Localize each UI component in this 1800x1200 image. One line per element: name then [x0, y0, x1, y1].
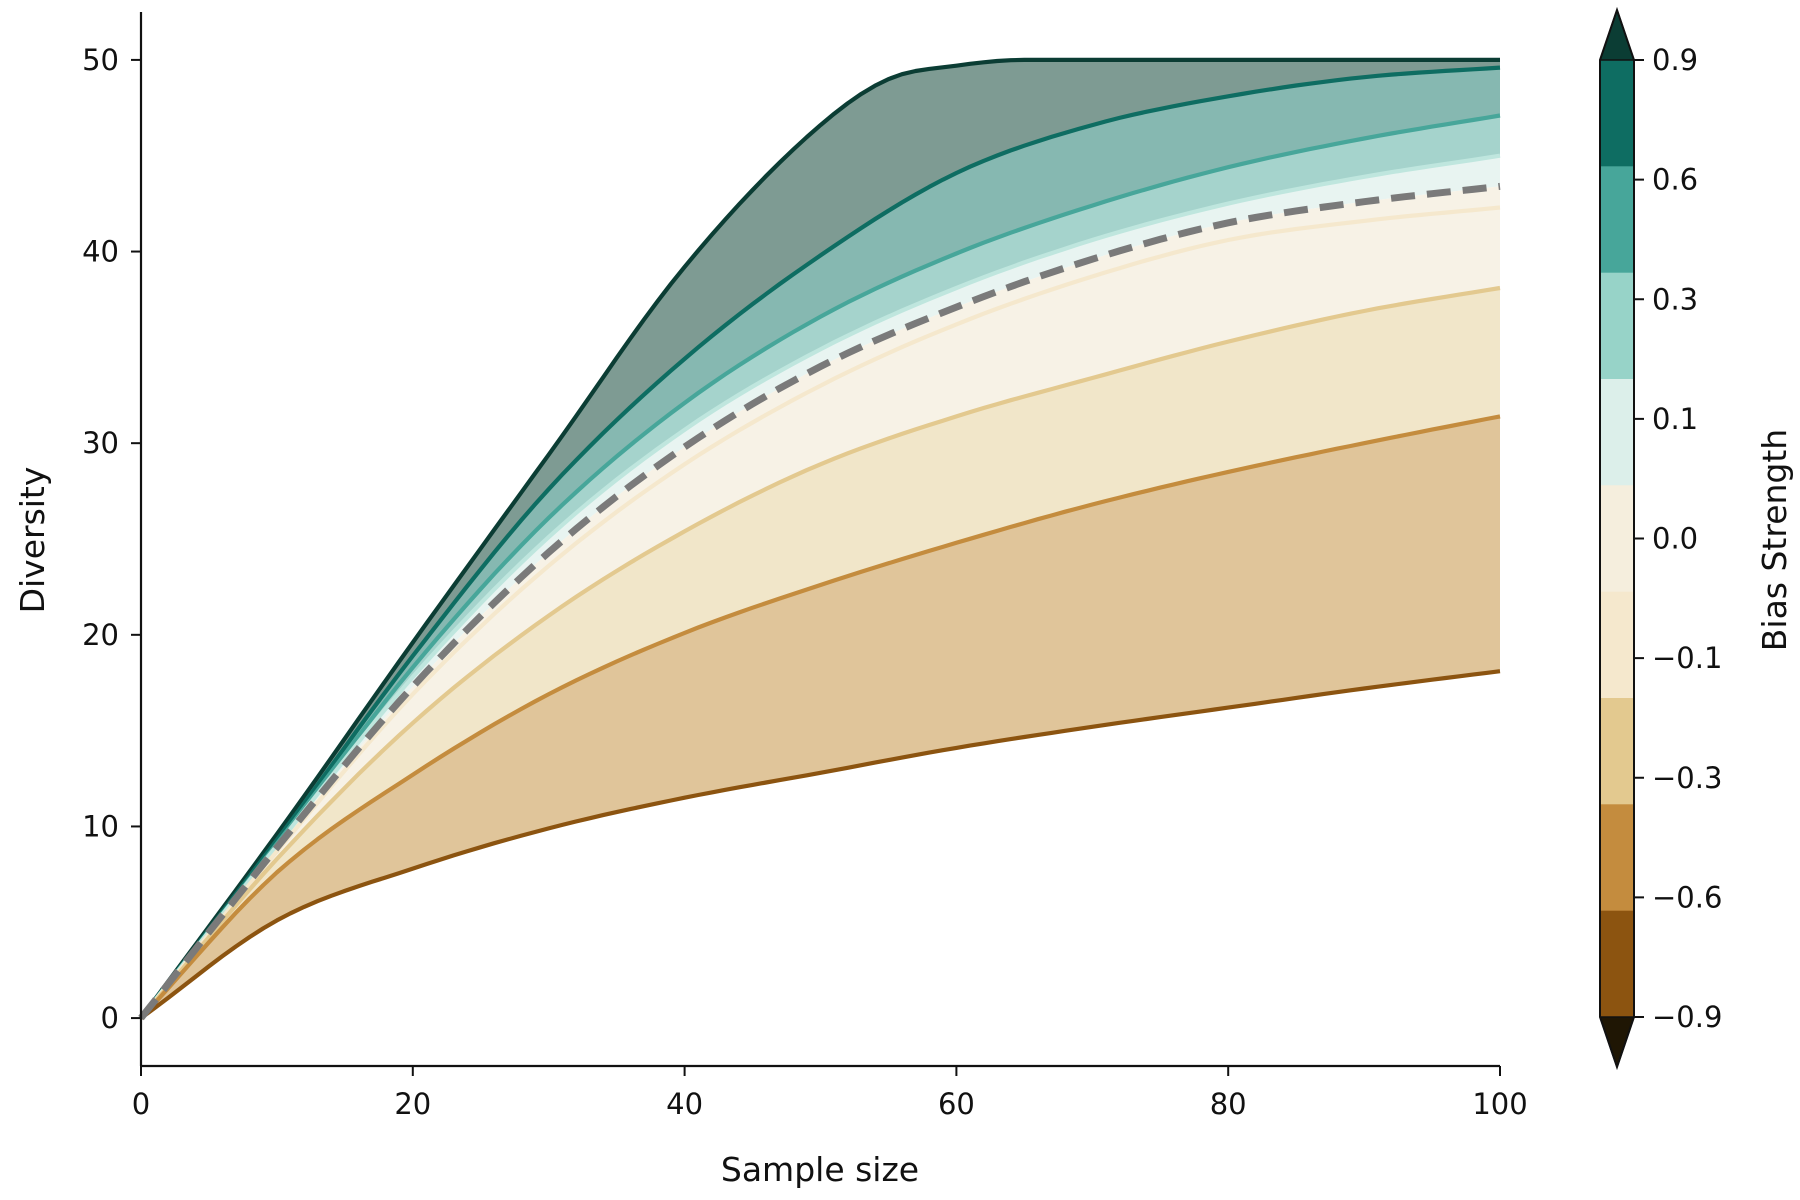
- colorbar-segment: [1600, 804, 1634, 912]
- y-tick-label: 10: [82, 809, 119, 843]
- series-line-1: [139, 65, 1501, 1020]
- colorbar-segment: [1600, 272, 1634, 380]
- band-0: [141, 59, 1500, 1019]
- x-tick-label: 0: [132, 1087, 150, 1121]
- colorbar-segment: [1600, 591, 1634, 699]
- y-tick-label: 50: [82, 43, 119, 77]
- colorbar-segment: [1600, 698, 1634, 805]
- colorbar-segment: [1600, 60, 1634, 167]
- x-tick-label: 80: [1210, 1087, 1247, 1121]
- colorbar: 0.9 0.6 0.3 0.1 0.0 −0.1 −0.3 −0.6 −0.9: [1598, 6, 1722, 1071]
- band-6: [141, 288, 1500, 1019]
- axes: [139, 12, 1500, 1068]
- series-line-7: [139, 669, 1501, 1020]
- colorbar-segment: [1600, 166, 1634, 274]
- series-line-2: [139, 113, 1501, 1020]
- colorbar-tick-label: 0.0: [1652, 522, 1698, 556]
- x-tick-label: 60: [938, 1087, 975, 1121]
- baseline-line: [138, 182, 1501, 1021]
- colorbar-tick-label: 0.3: [1652, 282, 1698, 316]
- colorbar-segment: [1600, 485, 1634, 593]
- colorbar-extend-top: [1598, 7, 1636, 61]
- x-tick-label: 100: [1472, 1087, 1527, 1121]
- series-line-6: [139, 414, 1501, 1020]
- colorbar-tick-label: 0.6: [1652, 163, 1698, 197]
- colorbar-tick-label: −0.1: [1652, 641, 1722, 675]
- colorbar-extend-bottom: [1598, 1016, 1636, 1070]
- band-7: [141, 416, 1500, 1019]
- plot-baseline: [138, 182, 1501, 1021]
- plot-lines: [139, 57, 1501, 1020]
- x-ticks: 0 20 40 60 80 100: [132, 1066, 1528, 1121]
- y-tick-label: 40: [82, 235, 119, 269]
- series-line-0: [139, 57, 1500, 1020]
- band-5: [141, 207, 1500, 1019]
- colorbar-segment: [1600, 910, 1634, 1018]
- y-tick-label: 20: [82, 618, 119, 652]
- colorbar-tick-label: −0.3: [1652, 761, 1722, 795]
- colorbar-tick-label: 0.1: [1652, 402, 1698, 436]
- colorbar-tick-label: −0.9: [1652, 1000, 1722, 1034]
- y-tick-label: 30: [82, 426, 119, 460]
- series-line-5: [139, 285, 1501, 1020]
- y-tick-label: 0: [101, 1001, 119, 1035]
- colorbar-segment: [1600, 379, 1634, 486]
- colorbar-tick-label: 0.9: [1652, 43, 1698, 77]
- series-line-4: [139, 205, 1501, 1020]
- series-line-3: [139, 153, 1501, 1020]
- plot-bands: [141, 59, 1500, 1019]
- colorbar-title: Bias Strength: [1755, 429, 1794, 651]
- y-axis-title: Diversity: [13, 467, 52, 614]
- x-tick-label: 20: [394, 1087, 431, 1121]
- y-ticks: 0 10 20 30 40 50: [82, 43, 141, 1035]
- x-axis-title: Sample size: [721, 1150, 919, 1189]
- colorbar-tick-label: −0.6: [1652, 880, 1722, 914]
- x-tick-label: 40: [666, 1087, 703, 1121]
